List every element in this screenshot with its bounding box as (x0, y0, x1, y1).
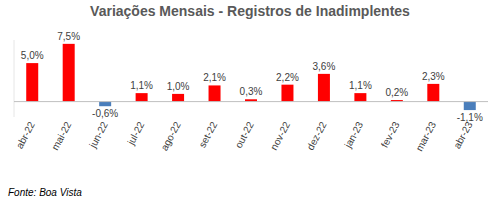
data-label: 2,1% (203, 72, 226, 83)
chart: Variações Mensais - Registros de Inadimp… (0, 0, 500, 200)
x-tick-label: ago-22 (159, 119, 184, 152)
x-tick-label: mai-22 (49, 119, 73, 152)
data-label: 1,0% (167, 81, 190, 92)
x-tick-label: nov-22 (268, 119, 292, 152)
bar (464, 102, 476, 110)
bar (318, 74, 330, 102)
data-label: -1,1% (457, 112, 483, 123)
data-label: -0,6% (92, 108, 118, 119)
bars (26, 44, 476, 110)
source: Fonte: Boa Vista (8, 187, 82, 198)
x-tick-label: jul-22 (125, 119, 147, 147)
data-label: 3,6% (313, 61, 336, 72)
bar (26, 63, 38, 102)
bar (136, 93, 148, 101)
y-axis-line (14, 40, 15, 117)
data-label: 5,0% (21, 50, 44, 61)
x-tick-label: jan-23 (342, 119, 365, 150)
data-label: 0,3% (240, 86, 263, 97)
x-tick-label: abr-23 (451, 119, 474, 150)
bar (209, 85, 221, 101)
data-label: 7,5% (57, 31, 80, 42)
bar (172, 94, 184, 102)
bar (63, 44, 75, 102)
title: Variações Mensais - Registros de Inadimp… (90, 3, 410, 19)
baseline (14, 101, 488, 102)
x-tick-label: mar-23 (413, 119, 438, 153)
bar (354, 93, 366, 101)
x-tick-label: dez-22 (305, 119, 329, 152)
data-label: 1,1% (130, 80, 153, 91)
bar (99, 102, 111, 107)
x-tick-label: set-22 (197, 119, 220, 149)
data-label: 0,2% (385, 87, 408, 98)
x-tick-label: abr-22 (14, 119, 37, 150)
x-tick-label: out-22 (233, 119, 256, 150)
data-label: 1,1% (349, 80, 372, 91)
data-label: 2,2% (276, 72, 299, 83)
data-label: 2,3% (422, 71, 445, 82)
bar (427, 84, 439, 102)
x-tick-label: fev-23 (379, 119, 402, 149)
x-tick-label: jun-22 (87, 119, 110, 150)
bar (281, 85, 293, 102)
